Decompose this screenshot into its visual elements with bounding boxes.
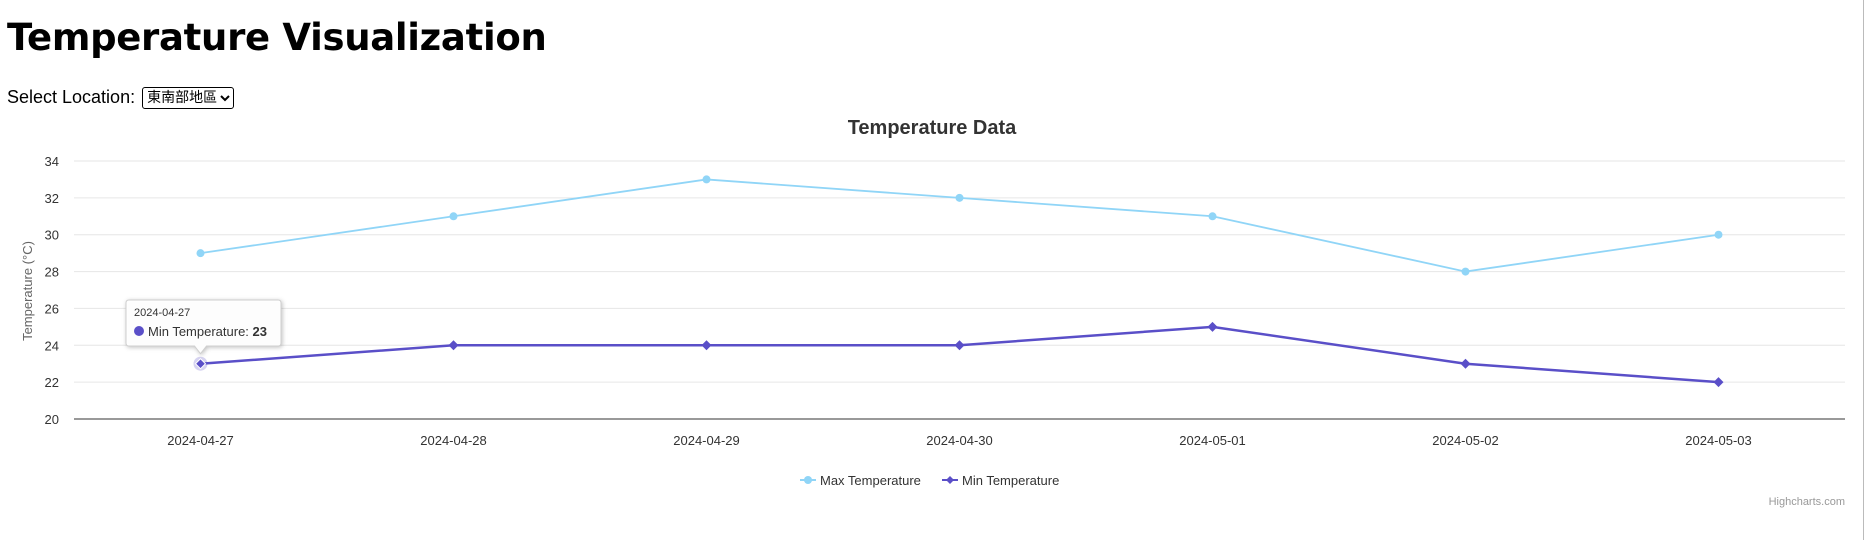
- data-point[interactable]: [954, 340, 965, 351]
- data-point[interactable]: [1714, 230, 1723, 239]
- x-tick-label: 2024-04-29: [673, 433, 740, 448]
- data-point[interactable]: [955, 193, 964, 202]
- tooltip-series-dot: [134, 326, 144, 336]
- data-point[interactable]: [1207, 321, 1218, 332]
- temperature-chart: Temperature Data 20 22 24 26 28 30 32 34 Temper…: [20, 117, 1845, 508]
- data-point[interactable]: [1460, 358, 1471, 369]
- series-max-temperature: [196, 175, 1723, 276]
- series-group: [193, 175, 1724, 388]
- x-tick-label: 2024-05-01: [1179, 433, 1246, 448]
- page-title: Temperature Visualization: [7, 16, 547, 59]
- tooltip: 2024-04-27 Min Temperature: 23: [125, 299, 282, 355]
- y-tick-label: 28: [45, 265, 59, 280]
- y-tick-label: 24: [45, 338, 59, 353]
- data-point[interactable]: [448, 340, 459, 351]
- series-min-temperature: [193, 321, 1724, 388]
- y-tick-label: 30: [45, 228, 59, 243]
- legend-label: Max Temperature: [820, 473, 921, 488]
- y-axis-title: Temperature (°C): [20, 241, 35, 341]
- legend-item-max-temperature[interactable]: Max Temperature: [800, 473, 921, 488]
- x-tick-label: 2024-04-30: [926, 433, 993, 448]
- y-tick-label: 20: [45, 412, 59, 427]
- data-point[interactable]: [196, 249, 205, 258]
- legend-item-min-temperature[interactable]: Min Temperature: [942, 473, 1059, 488]
- x-tick-label: 2024-05-02: [1432, 433, 1499, 448]
- legend-label: Min Temperature: [962, 473, 1059, 488]
- tooltip-series-label: Min Temperature: 23: [148, 324, 267, 339]
- legend-marker: [946, 476, 954, 484]
- tooltip-date: 2024-04-27: [134, 307, 190, 319]
- legend-marker: [804, 476, 812, 484]
- x-tick-label: 2024-04-27: [167, 433, 234, 448]
- tooltip-value: 23: [253, 324, 267, 339]
- data-point[interactable]: [702, 175, 711, 184]
- y-tick-label: 22: [45, 375, 59, 390]
- data-point[interactable]: [1461, 267, 1470, 276]
- x-tick-label: 2024-05-03: [1685, 433, 1752, 448]
- x-tick-label: 2024-04-28: [420, 433, 487, 448]
- chart-title: Temperature Data: [848, 117, 1017, 139]
- legend: Max Temperature Min Temperature: [800, 473, 1059, 488]
- series-line: [200, 325, 1719, 384]
- window-edge: [1863, 0, 1864, 540]
- location-select[interactable]: 東南部地區: [142, 87, 235, 110]
- y-tick-label: 34: [45, 154, 59, 169]
- location-selector: Select Location: 東南部地區: [7, 87, 235, 110]
- location-label: Select Location:: [7, 87, 136, 107]
- data-point[interactable]: [194, 358, 207, 370]
- y-tick-label: 32: [45, 191, 59, 206]
- y-tick-label: 26: [45, 301, 59, 316]
- data-point[interactable]: [1208, 212, 1217, 221]
- data-point[interactable]: [449, 212, 458, 221]
- y-axis: 20 22 24 26 28 30 32 34: [45, 154, 59, 427]
- data-point[interactable]: [1713, 377, 1724, 388]
- data-point[interactable]: [701, 340, 712, 351]
- credits-link[interactable]: Highcharts.com: [1769, 496, 1845, 508]
- series-line: [200, 178, 1719, 273]
- x-axis: 2024-04-27 2024-04-28 2024-04-29 2024-04-30…: [167, 433, 1752, 448]
- tooltip-box: [125, 299, 282, 355]
